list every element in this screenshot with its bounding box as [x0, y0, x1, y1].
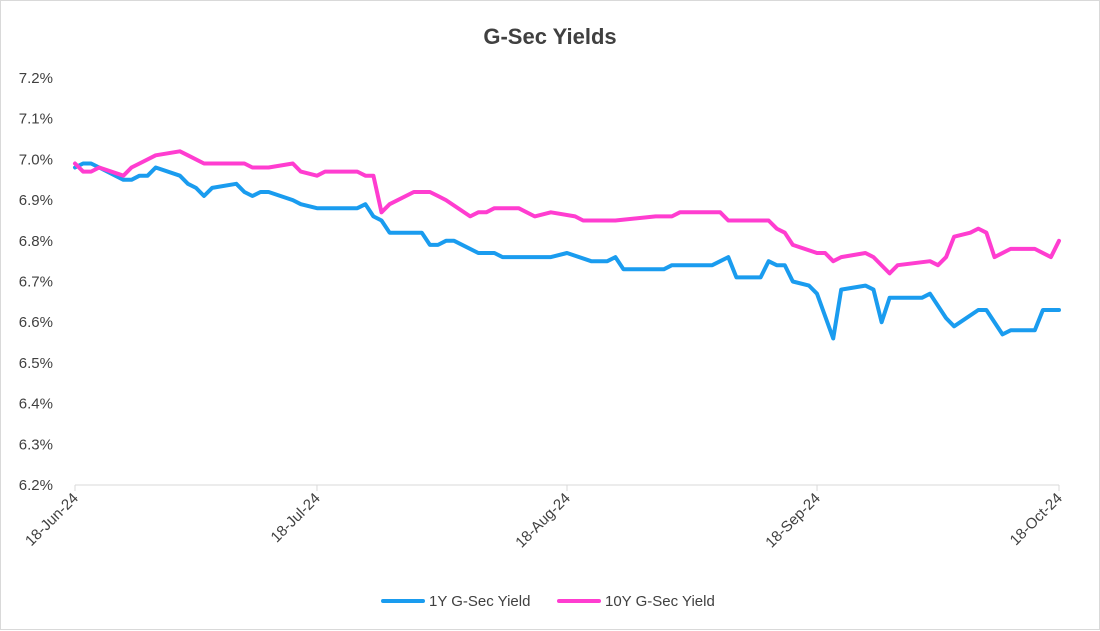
- y-tick-label: 6.6%: [19, 314, 53, 331]
- y-axis-labels: 6.2% 6.3% 6.4% 6.5% 6.6% 6.7% 6.8% 6.9% 7.0% 7.1%…: [19, 70, 53, 494]
- y-tick-label: 6.9%: [19, 192, 53, 209]
- x-axis-ticks: [74, 485, 1060, 491]
- chart-title: G-Sec Yields: [483, 24, 616, 49]
- y-tick-label: 6.5%: [19, 355, 53, 372]
- legend-label-1y: 1Y G-Sec Yield: [429, 593, 530, 610]
- y-tick-label: 7.0%: [19, 151, 53, 168]
- series-lines: [73, 149, 1061, 341]
- legend-label-10y: 10Y G-Sec Yield: [605, 593, 715, 610]
- y-tick-label: 6.8%: [19, 233, 53, 250]
- y-tick-label: 7.1%: [19, 111, 53, 128]
- series-10y-line: [73, 149, 1061, 276]
- y-tick-label: 6.2%: [19, 477, 53, 494]
- legend: 1Y G-Sec Yield 10Y G-Sec Yield: [381, 593, 715, 610]
- y-tick-label: 6.3%: [19, 436, 53, 453]
- x-tick-label: 18-Sep-24: [762, 490, 824, 552]
- x-tick-label: 18-Oct-24: [1007, 490, 1066, 549]
- series-1y-line: [73, 161, 1061, 341]
- y-tick-label: 7.2%: [19, 70, 53, 87]
- x-axis-labels: 18-Jun-24 18-Jul-24 18-Aug-24 18-Sep-24 18-O…: [22, 490, 1066, 552]
- x-tick-label: 18-Aug-24: [512, 490, 574, 552]
- y-tick-label: 6.7%: [19, 274, 53, 291]
- x-tick-label: 18-Jul-24: [268, 490, 324, 546]
- x-tick-label: 18-Jun-24: [22, 490, 82, 550]
- y-tick-label: 6.4%: [19, 396, 53, 413]
